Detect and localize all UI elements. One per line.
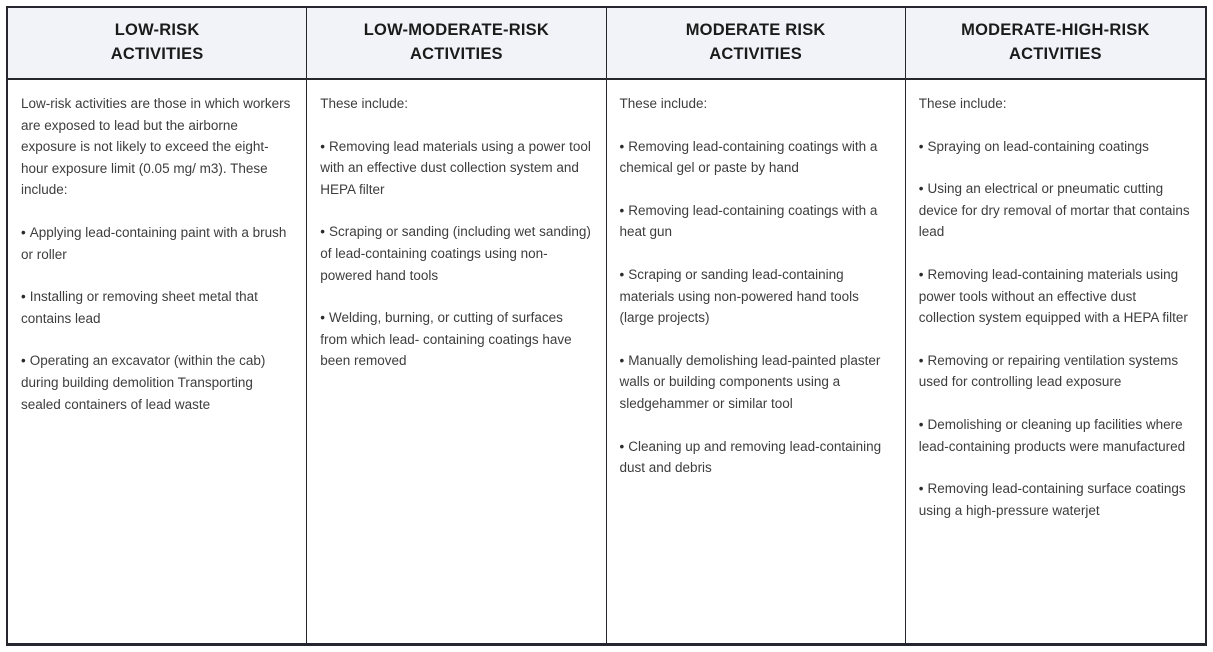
bullet-item: • Removing lead-containing materials usin… bbox=[919, 264, 1191, 329]
bullet-marker: • bbox=[21, 289, 26, 305]
bullet-item: • Removing lead materials using a power t… bbox=[320, 136, 591, 201]
bullet-item: • Manually demolishing lead-painted plast… bbox=[620, 350, 891, 415]
bullet-text: Demolishing or cleaning up facilities wh… bbox=[918, 416, 1186, 454]
bullet-text: Removing lead-containing coatings with a… bbox=[619, 138, 878, 176]
bullet-marker: • bbox=[619, 266, 625, 282]
bullet-text: Operating an excavator (within the cab) … bbox=[21, 353, 266, 412]
bullet-marker: • bbox=[21, 224, 26, 240]
bullet-marker: • bbox=[918, 138, 924, 154]
column-body-moderate-high-risk: These include: • Spraying on lead-contain… bbox=[905, 80, 1205, 643]
header-title-line: ACTIVITIES bbox=[709, 45, 802, 63]
bullet-item: • Welding, burning, or cutting of surface… bbox=[320, 307, 591, 372]
bullet-item: • Cleaning up and removing lead-containin… bbox=[620, 436, 891, 479]
bullet-marker: • bbox=[619, 352, 625, 368]
bullet-marker: • bbox=[918, 352, 924, 368]
bullet-marker: • bbox=[918, 481, 924, 497]
lead-risk-activities-table: LOW-RISK ACTIVITIES LOW-MODERATE-RISK AC… bbox=[6, 6, 1207, 646]
bullet-text: Spraying on lead-containing coatings bbox=[927, 138, 1149, 154]
header-title-line: MODERATE-HIGH-RISK bbox=[961, 21, 1150, 40]
bullet-item: • Removing lead-containing surface coatin… bbox=[919, 478, 1191, 521]
bullet-marker: • bbox=[619, 202, 625, 218]
bullet-item: • Spraying on lead-containing coatings bbox=[919, 136, 1191, 158]
bullet-marker: • bbox=[320, 224, 325, 240]
bullet-item: • Removing lead-containing coatings with … bbox=[620, 136, 891, 179]
column-body-low-moderate-risk: These include: • Removing lead materials … bbox=[307, 80, 607, 643]
header-title-line: MODERATE RISK bbox=[685, 21, 826, 40]
bullet-text: Removing lead-containing surface coating… bbox=[918, 481, 1186, 518]
bullet-marker: • bbox=[918, 416, 924, 432]
intro-text: Low-risk activities are those in which w… bbox=[21, 96, 291, 198]
bullet-marker: • bbox=[619, 438, 625, 454]
bullet-item: • Demolishing or cleaning up facilities w… bbox=[919, 414, 1191, 457]
bullet-text: Scraping or sanding lead-containing mate… bbox=[619, 266, 859, 326]
bullet-text: Welding, burning, or cutting of surfaces… bbox=[320, 310, 572, 369]
bullet-item: • Operating an excavator (within the cab)… bbox=[21, 350, 292, 415]
header-title-line: ACTIVITIES bbox=[110, 45, 204, 63]
bullet-marker: • bbox=[918, 266, 924, 282]
column-header-moderate-high-risk: MODERATE-HIGH-RISK ACTIVITIES bbox=[905, 8, 1205, 80]
header-title-line: LOW-MODERATE-RISK bbox=[363, 21, 549, 40]
column-body-low-risk: Low-risk activities are those in which w… bbox=[8, 80, 308, 643]
header-title-line: ACTIVITIES bbox=[409, 45, 503, 63]
header-title-line: ACTIVITIES bbox=[1008, 45, 1102, 63]
bullet-item: • Installing or removing sheet metal that… bbox=[21, 286, 292, 329]
bullet-item: • Removing or repairing ventilation syste… bbox=[919, 350, 1191, 393]
bullet-text: Scraping or sanding (including wet sandi… bbox=[320, 224, 591, 283]
bullet-item: • Scraping or sanding lead-containing mat… bbox=[620, 264, 891, 329]
column-header-low-risk: LOW-RISK ACTIVITIES bbox=[8, 8, 308, 80]
bullet-text: Manually demolishing lead-painted plaste… bbox=[619, 352, 881, 411]
bullet-item: • Scraping or sanding (including wet sand… bbox=[320, 221, 591, 286]
column-body-moderate-risk: These include: • Removing lead-containing… bbox=[606, 80, 906, 643]
bullet-marker: • bbox=[21, 353, 26, 369]
intro-text: These include: bbox=[619, 96, 708, 111]
bullet-text: Removing lead-containing materials using… bbox=[918, 266, 1188, 326]
bullet-text: Removing or repairing ventilation system… bbox=[918, 352, 1179, 390]
intro-text: These include: bbox=[918, 96, 1007, 111]
bullet-text: Removing lead-containing coatings with a… bbox=[619, 202, 878, 240]
bullet-marker: • bbox=[619, 138, 625, 154]
bullet-item: • Applying lead-containing paint with a b… bbox=[21, 222, 292, 265]
bullet-text: Cleaning up and removing lead-containing… bbox=[619, 438, 882, 476]
bullet-text: Applying lead-containing paint with a br… bbox=[21, 224, 287, 262]
bullet-item: • Removing lead-containing coatings with … bbox=[620, 200, 891, 243]
bullet-text: Installing or removing sheet metal that … bbox=[21, 289, 258, 326]
column-header-low-moderate-risk: LOW-MODERATE-RISK ACTIVITIES bbox=[307, 8, 607, 80]
header-title-line: LOW-RISK bbox=[114, 21, 200, 40]
bullet-marker: • bbox=[918, 181, 924, 197]
bullet-text: Using an electrical or pneumatic cutting… bbox=[918, 181, 1190, 240]
bullet-text: Removing lead materials using a power to… bbox=[320, 138, 591, 197]
column-header-moderate-risk: MODERATE RISK ACTIVITIES bbox=[606, 8, 906, 80]
bullet-marker: • bbox=[320, 138, 325, 154]
bullet-marker: • bbox=[320, 310, 325, 326]
intro-text: These include: bbox=[320, 96, 409, 111]
bullet-item: • Using an electrical or pneumatic cuttin… bbox=[919, 178, 1191, 243]
